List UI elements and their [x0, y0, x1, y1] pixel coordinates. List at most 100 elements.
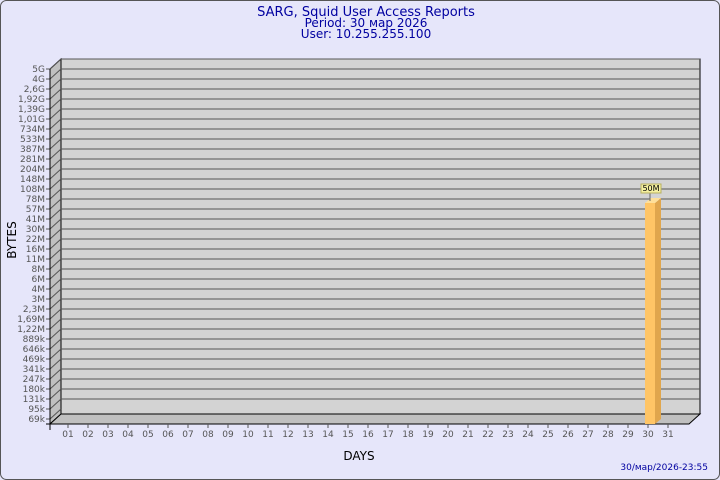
- y-tick-label: 22M: [26, 235, 45, 245]
- y-tick-slant: [49, 318, 62, 330]
- y-tick-label: 387M: [20, 145, 45, 155]
- y-tick-label: 41M: [26, 215, 45, 225]
- x-tick-label: 02: [82, 430, 93, 440]
- x-tick-label: 01: [62, 430, 73, 440]
- y-tick-slant: [49, 178, 62, 190]
- y-tick-label: 1,22M: [17, 325, 45, 335]
- y-tick-slant: [49, 108, 62, 120]
- y-tick-slant: [49, 218, 62, 230]
- y-tick-slant: [49, 158, 62, 170]
- y-tick-slant: [49, 118, 62, 130]
- y-tick-label: 148M: [20, 175, 45, 185]
- y-tick-label: 131k: [23, 395, 46, 405]
- y-tick-label: 734M: [20, 125, 45, 135]
- y-tick-label: 281M: [20, 155, 45, 165]
- y-tick-slant: [49, 278, 62, 290]
- x-tick-label: 03: [102, 430, 113, 440]
- y-tick-slant: [49, 308, 62, 320]
- plot-floor: [48, 413, 702, 425]
- y-tick-slant: [49, 398, 62, 410]
- y-tick-label: 95k: [28, 405, 45, 415]
- y-tick-slant: [49, 58, 62, 70]
- x-tick-label: 19: [422, 430, 434, 440]
- y-tick-slant: [49, 98, 62, 110]
- x-tick-label: 26: [562, 430, 574, 440]
- y-tick-label: 247k: [23, 375, 46, 385]
- y-tick-label: 1,92G: [18, 95, 45, 105]
- x-tick-label: 21: [462, 430, 473, 440]
- y-tick-label: 78M: [26, 195, 45, 205]
- x-tick-label: 05: [142, 430, 153, 440]
- y-tick-slant: [49, 248, 62, 260]
- y-tick-slant: [49, 388, 62, 400]
- timestamp: 30/мар/2026-23:55: [620, 463, 708, 473]
- chart-user: User: 10.255.255.100: [301, 27, 431, 41]
- x-tick-label: 28: [602, 430, 614, 440]
- x-tick-label: 23: [502, 430, 513, 440]
- x-tick-label: 14: [322, 430, 334, 440]
- bar-top: [645, 198, 661, 203]
- y-tick-label: 2,3M: [23, 305, 45, 315]
- y-tick-label: 16M: [26, 245, 45, 255]
- y-tick-slant: [49, 368, 62, 380]
- bar-label-box: [640, 183, 662, 194]
- y-tick-slant: [49, 238, 62, 250]
- y-tick-label: 30M: [26, 225, 45, 235]
- x-tick-label: 29: [622, 430, 634, 440]
- y-tick-slant: [49, 268, 62, 280]
- y-tick-label: 469k: [23, 355, 46, 365]
- x-tick-label: 12: [282, 430, 293, 440]
- y-tick-slant: [49, 358, 62, 370]
- x-tick-label: 16: [362, 430, 374, 440]
- x-tick-label: 27: [582, 430, 593, 440]
- y-tick-slant: [49, 408, 62, 420]
- bar-front: [645, 203, 655, 424]
- y-tick-label: 1,39G: [18, 105, 45, 115]
- x-tick-label: 30: [642, 430, 654, 440]
- y-tick-label: 341k: [23, 365, 46, 375]
- y-tick-label: 1,69M: [17, 315, 45, 325]
- x-tick-label: 08: [202, 430, 214, 440]
- x-tick-label: 10: [242, 430, 254, 440]
- bar-value-label: 50M: [642, 184, 659, 193]
- x-axis-label: DAYS: [343, 449, 374, 463]
- y-tick-label: 11M: [26, 255, 45, 265]
- x-tick-label: 13: [302, 430, 313, 440]
- chart-period: Period: 30 мар 2026: [305, 16, 428, 30]
- y-tick-slant: [49, 228, 62, 240]
- y-tick-label: 108M: [20, 185, 45, 195]
- x-tick-label: 24: [522, 430, 534, 440]
- y-tick-slant: [49, 148, 62, 160]
- y-tick-slant: [49, 328, 62, 340]
- bar-side: [655, 198, 661, 424]
- x-tick-label: 31: [662, 430, 673, 440]
- y-tick-slant: [49, 348, 62, 360]
- y-tick-slant: [49, 128, 62, 140]
- x-tick-label: 09: [222, 430, 234, 440]
- y-tick-slant: [49, 188, 62, 200]
- y-tick-label: 6M: [32, 275, 46, 285]
- x-tick-label: 15: [342, 430, 353, 440]
- y-tick-label: 646k: [23, 345, 46, 355]
- y-tick-label: 4M: [32, 285, 46, 295]
- plot-back-plane: [60, 58, 701, 415]
- y-tick-label: 3M: [32, 295, 46, 305]
- y-tick-slant: [49, 288, 62, 300]
- y-tick-label: 4G: [32, 75, 45, 85]
- x-tick-label: 17: [382, 430, 393, 440]
- y-tick-slant: [49, 298, 62, 310]
- chart-title: SARG, Squid User Access Reports: [257, 5, 475, 20]
- y-tick-slant: [49, 88, 62, 100]
- y-tick-slant: [49, 198, 62, 210]
- x-tick-label: 22: [482, 430, 493, 440]
- x-tick-label: 11: [262, 430, 273, 440]
- x-tick-label: 20: [442, 430, 454, 440]
- x-tick-label: 06: [162, 430, 174, 440]
- x-tick-label: 04: [122, 430, 134, 440]
- y-tick-label: 533M: [20, 135, 45, 145]
- y-tick-slant: [49, 378, 62, 390]
- y-tick-label: 57M: [26, 205, 45, 215]
- y-tick-slant: [49, 138, 62, 150]
- y-tick-label: 180k: [23, 385, 46, 395]
